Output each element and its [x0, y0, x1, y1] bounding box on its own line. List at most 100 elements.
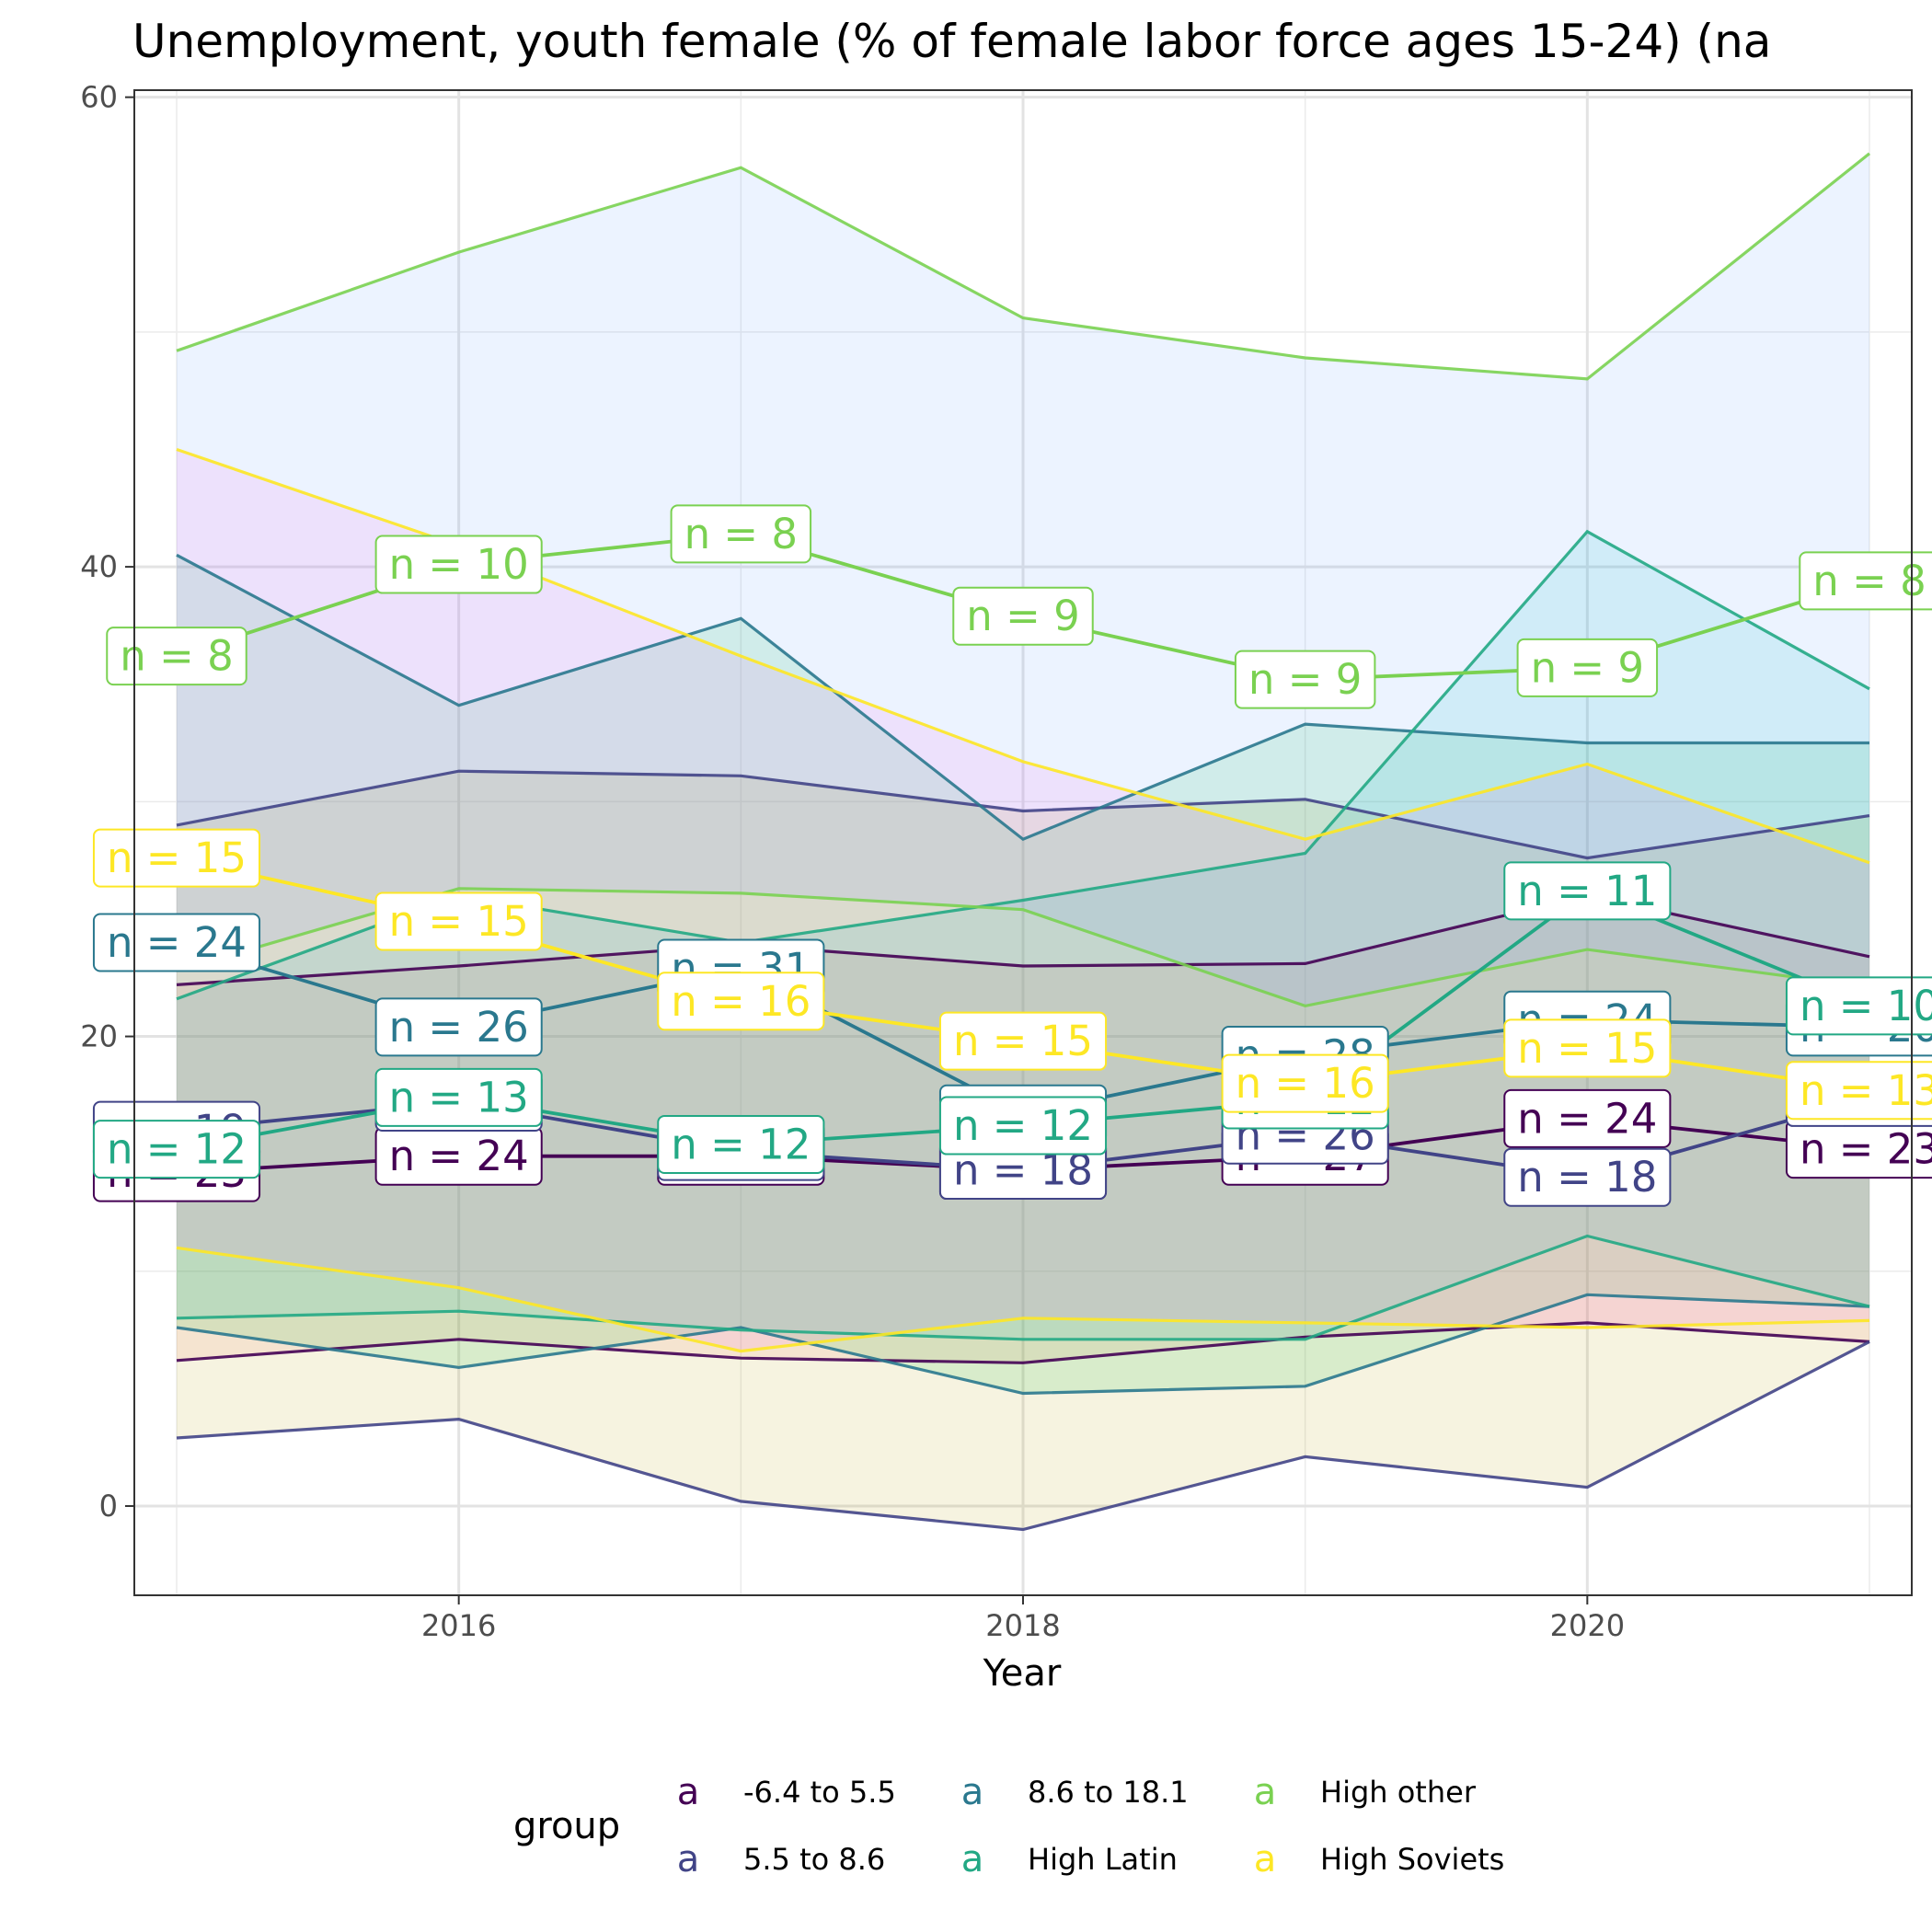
n-label: n = 24 — [374, 1126, 543, 1186]
n-label: n = 15 — [938, 1011, 1108, 1071]
n-label-box — [374, 1067, 543, 1127]
legend: group a -6.4 to 5.5 a 5.5 to 8.6 a 8.6 to 18.1… — [513, 1771, 1504, 1880]
legend-label: High Latin — [1028, 1842, 1178, 1877]
n-label: n = 12 — [938, 1096, 1108, 1156]
n-label-text: n = 16 — [671, 977, 811, 1026]
n-label: n = 15 — [374, 891, 543, 951]
n-label: n = 8 — [106, 627, 247, 686]
n-label-text: n = 15 — [107, 834, 247, 882]
upper-line-8.6 to 18.1 — [176, 553, 1869, 842]
n-label-text: n = 9 — [966, 592, 1079, 640]
n-label-text: n = 10 — [1800, 982, 1932, 1030]
y-tick-label: 60 — [80, 80, 118, 115]
confidence-bands — [177, 153, 1869, 1530]
n-label-box — [657, 1114, 825, 1174]
n-label: n = 11 — [1503, 861, 1672, 921]
n-label: n = 9 — [952, 586, 1094, 646]
legend-key: a — [1254, 1771, 1277, 1813]
n-label: n = 9 — [1234, 650, 1376, 709]
legend-item: a High other — [1254, 1771, 1477, 1813]
legend-label: High other — [1320, 1775, 1477, 1810]
legend-title: group — [513, 1805, 620, 1847]
n-label: n = 16 — [657, 972, 825, 1031]
n-label-text: n = 26 — [389, 1003, 529, 1052]
n-label: n = 9 — [1516, 638, 1659, 697]
n-label-box — [1785, 1061, 1932, 1121]
legend-label: 8.6 to 18.1 — [1028, 1775, 1189, 1810]
n-label-text: n = 8 — [120, 632, 233, 681]
n-label-text: n = 11 — [1517, 867, 1657, 915]
n-label-box — [374, 997, 543, 1057]
n-label-text: n = 15 — [1517, 1024, 1657, 1073]
n-label: n = 12 — [657, 1114, 825, 1174]
y-tick-label: 40 — [80, 549, 118, 584]
n-label-text: n = 18 — [1517, 1153, 1657, 1202]
lower-line--6.4 to 5.5 — [176, 1321, 1870, 1364]
lower-line-5.5 to 8.6 — [176, 1340, 1870, 1532]
n-label: n = 13 — [1785, 1061, 1932, 1121]
legend-label: High Soviets — [1320, 1842, 1504, 1877]
n-label-box — [1503, 1088, 1672, 1148]
n-label-text: n = 12 — [671, 1120, 811, 1168]
n-label-text: n = 15 — [389, 897, 529, 946]
n-label-box — [106, 627, 247, 686]
y-tick-label: 20 — [80, 1019, 118, 1054]
x-tick-label: 2016 — [421, 1608, 496, 1643]
band-High other — [177, 153, 1869, 1006]
legend-key: a — [677, 1771, 700, 1813]
n-label: n = 12 — [92, 1120, 261, 1179]
n-label-text: n = 13 — [1800, 1066, 1932, 1115]
lower-bound-lines — [176, 887, 1870, 1532]
n-label-text: n = 15 — [953, 1017, 1093, 1065]
x-tick-label: 2018 — [985, 1608, 1060, 1643]
n-label: n = 26 — [374, 997, 543, 1057]
n-label-box — [938, 1011, 1108, 1071]
n-label: n = 15 — [92, 828, 261, 888]
n-label-text: n = 9 — [1248, 655, 1362, 704]
n-label-box — [952, 586, 1094, 646]
legend-item: a High Latin — [961, 1838, 1178, 1880]
legend-key: a — [961, 1771, 984, 1813]
legend-item: a High Soviets — [1254, 1838, 1505, 1880]
n-label-box — [670, 504, 812, 564]
n-label: n = 8 — [670, 504, 812, 564]
n-label: n = 24 — [92, 913, 261, 972]
legend-item: a -6.4 to 5.5 — [677, 1771, 896, 1813]
n-label-box — [1516, 638, 1659, 697]
x-axis-title: Year — [983, 1652, 1062, 1695]
n-label-box — [1234, 650, 1376, 709]
band-8.6 to 18.1 — [177, 555, 1869, 1394]
n-label-box — [938, 1096, 1108, 1156]
n-label-text: n = 8 — [684, 510, 798, 558]
legend-key: a — [1254, 1838, 1277, 1880]
n-label: n = 24 — [1503, 1088, 1672, 1148]
n-label-box — [657, 972, 825, 1031]
lower-line-8.6 to 18.1 — [176, 1293, 1870, 1396]
n-label: n = 10 — [1785, 976, 1932, 1036]
n-label-box — [1503, 1147, 1672, 1207]
n-label-box — [1785, 976, 1932, 1036]
n-label: n = 8 — [1799, 551, 1932, 611]
n-label-box — [1221, 1053, 1389, 1113]
n-label-box — [374, 535, 543, 594]
legend-label: 5.5 to 8.6 — [743, 1842, 885, 1877]
n-label: n = 13 — [374, 1067, 543, 1127]
upper-line-5.5 to 8.6 — [176, 769, 1870, 860]
upper-line-High other — [176, 152, 1870, 381]
legend-key: a — [677, 1838, 700, 1880]
legend-label: -6.4 to 5.5 — [743, 1775, 896, 1810]
n-label-text: n = 24 — [389, 1132, 529, 1180]
n-label-text: n = 10 — [389, 540, 529, 589]
grid — [134, 90, 1912, 1595]
x-tick-label: 2020 — [1550, 1608, 1625, 1643]
n-label-text: n = 13 — [389, 1073, 529, 1121]
n-label: n = 15 — [1503, 1018, 1672, 1078]
chart-title: Unemployment, youth female (% of female … — [132, 15, 1771, 68]
legend-item: a 5.5 to 8.6 — [677, 1838, 886, 1880]
lower-line-High Soviets — [176, 1246, 1870, 1353]
n-label-text: n = 24 — [1517, 1094, 1657, 1143]
axes: 0 20 40 60 2016 2018 2020 — [80, 80, 1625, 1643]
legend-item: a 8.6 to 18.1 — [961, 1771, 1189, 1813]
y-tick-label: 0 — [99, 1489, 118, 1524]
n-labels: n = 23n = 24n = 24n = 25n = 27n = 24n = … — [92, 504, 1932, 1207]
